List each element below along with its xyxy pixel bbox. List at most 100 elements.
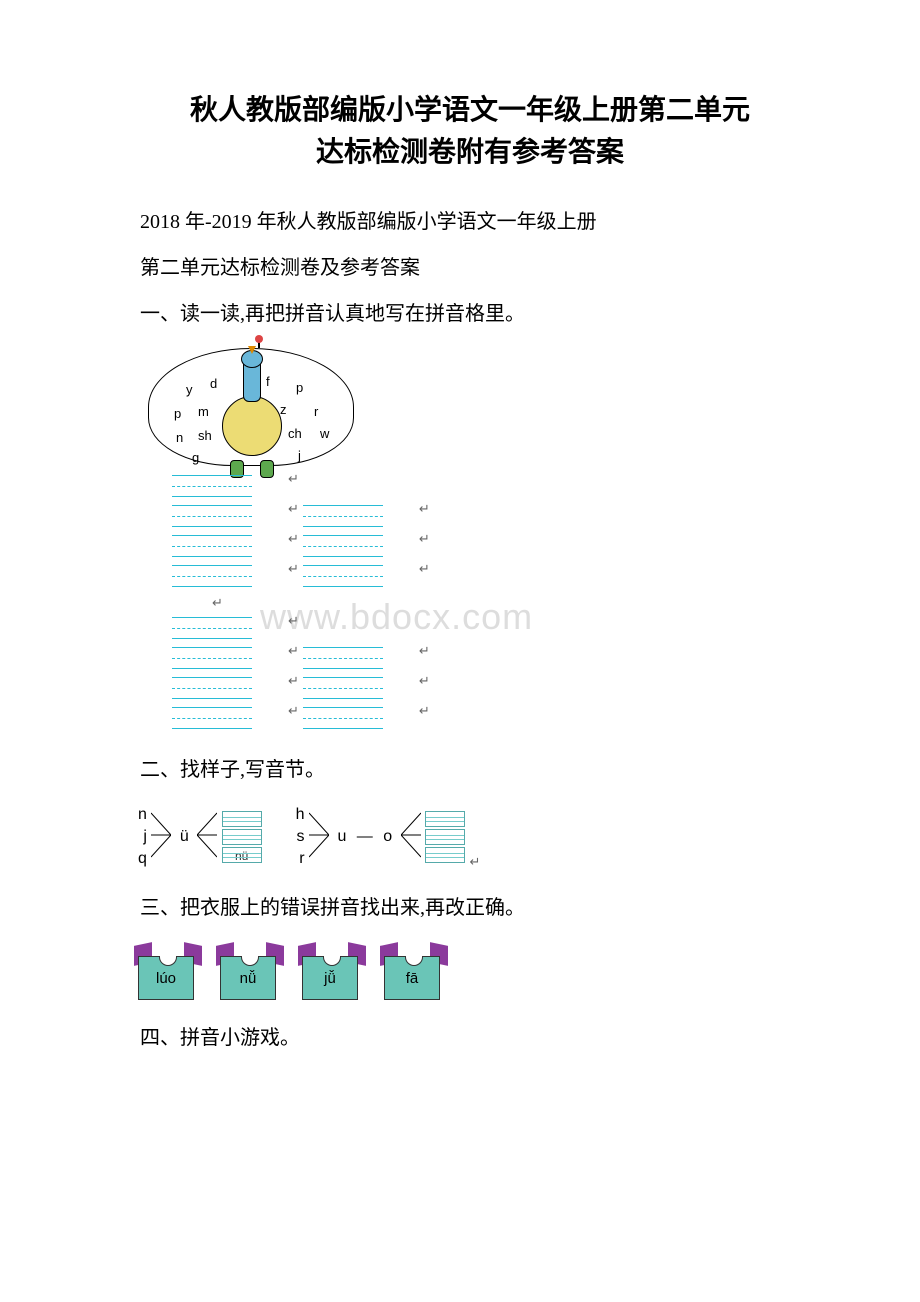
shirt-item: fā xyxy=(384,944,444,1000)
dash-icon: — xyxy=(355,828,375,846)
ex2-group-2: h s r u — o ↵ xyxy=(296,804,481,870)
return-mark-icon: ↵ xyxy=(419,501,430,517)
shirt-body: fā xyxy=(384,956,440,1000)
fan-letter: f xyxy=(266,374,270,389)
peacock-illustration: y d f p p m z r nsh ch w g j xyxy=(148,346,358,476)
shirt-neck-icon xyxy=(159,956,177,966)
fan-letter: sh xyxy=(198,428,212,443)
ex2-left-letters: n j q xyxy=(138,804,147,870)
pinyin-answer-box-filled: nü xyxy=(222,847,262,863)
pinyin-answer-box xyxy=(222,829,262,845)
ex2-group-1: n j q ü nü xyxy=(138,804,262,870)
return-mark-icon: ↵ xyxy=(419,703,430,719)
pinyin-answer-box xyxy=(425,829,465,845)
return-mark-icon: ↵ xyxy=(470,854,481,870)
title-line-2: 达标检测卷附有参考答案 xyxy=(100,132,840,174)
ex2-letter: j xyxy=(138,826,147,848)
ex2-vowel: o xyxy=(379,828,396,846)
peacock-beak-icon xyxy=(248,346,256,354)
fan-letter: j xyxy=(298,448,301,463)
ex2-letter: r xyxy=(296,848,305,870)
shirt-neck-icon xyxy=(405,956,423,966)
section-4-heading: 四、拼音小游戏。 xyxy=(100,1018,840,1058)
converge-lines-icon xyxy=(309,805,329,870)
fan-letter: z xyxy=(280,402,287,417)
diverge-lines-icon xyxy=(197,805,217,870)
peacock-foot-right xyxy=(260,460,274,478)
pinyin-writing-grid: ↵ ↵ ↵ ↵ ↵ ↵ ↵ ↵ ↵ ↵ xyxy=(172,470,840,732)
pinyin-cell xyxy=(172,647,252,669)
shirt-label: jǚ xyxy=(324,970,336,987)
pinyin-cell xyxy=(172,505,252,527)
shirt-label: nǚ xyxy=(240,970,257,987)
pinyin-cell xyxy=(172,535,252,557)
section-2-heading: 二、找样子,写音节。 xyxy=(100,750,840,790)
pinyin-cell xyxy=(303,647,383,669)
peacock-body xyxy=(222,396,282,456)
ex2-left-letters: h s r xyxy=(296,804,305,870)
converge-lines-icon xyxy=(151,805,171,870)
fan-letter: ch xyxy=(288,426,302,441)
pinyin-answer-box xyxy=(425,811,465,827)
paragraph-2: 第二单元达标检测卷及参考答案 xyxy=(100,248,840,288)
figure-peacock: y d f p p m z r nsh ch w g j ↵ ↵ ↵ ↵ ↵ ↵ ↵ ↵ xyxy=(148,346,840,732)
shirt-neck-icon xyxy=(323,956,341,966)
return-mark-icon: ↵ xyxy=(288,703,299,719)
fan-letter: m xyxy=(198,404,209,419)
pinyin-cell xyxy=(172,677,252,699)
return-mark-icon: ↵ xyxy=(419,561,430,577)
exercise-2-figure: n j q ü nü h s r u — o xyxy=(138,804,840,870)
return-mark-icon: ↵ xyxy=(288,613,299,629)
section-1-heading: 一、读一读,再把拼音认真地写在拼音格里。 xyxy=(100,294,840,334)
section-3-heading: 三、把衣服上的错误拼音找出来,再改正确。 xyxy=(100,888,840,928)
pinyin-cell xyxy=(172,707,252,729)
fan-letter: w xyxy=(320,426,329,441)
return-mark-icon: ↵ xyxy=(288,643,299,659)
pinyin-cell xyxy=(172,617,252,639)
title-line-1: 秋人教版部编版小学语文一年级上册第二单元 xyxy=(100,90,840,132)
pinyin-answer-box xyxy=(425,847,465,863)
shirt-body: jǚ xyxy=(302,956,358,1000)
fan-letter: y xyxy=(186,382,193,397)
shirt-body: nǚ xyxy=(220,956,276,1000)
document-title: 秋人教版部编版小学语文一年级上册第二单元 达标检测卷附有参考答案 xyxy=(100,90,840,174)
return-mark-icon: ↵ xyxy=(288,501,299,517)
shirt-label: fā xyxy=(406,970,419,987)
ex2-vowel: u xyxy=(333,828,350,846)
shirt-item: nǚ xyxy=(220,944,280,1000)
ex2-answer-boxes: nü xyxy=(222,809,262,865)
return-mark-icon: ↵ xyxy=(288,561,299,577)
pinyin-cell xyxy=(172,475,252,497)
return-mark-icon: ↵ xyxy=(419,673,430,689)
fan-letter: p xyxy=(174,406,181,421)
return-mark-icon: ↵ xyxy=(288,531,299,547)
shirt-item: jǚ xyxy=(302,944,362,1000)
paragraph-1: 2018 年-2019 年秋人教版部编版小学语文一年级上册 xyxy=(100,202,840,242)
ex2-letter: h xyxy=(296,804,305,826)
shirt-item: lúo xyxy=(138,944,198,1000)
pinyin-cell xyxy=(303,535,383,557)
pinyin-cell xyxy=(303,505,383,527)
shirt-body: lúo xyxy=(138,956,194,1000)
ex2-letter: n xyxy=(138,804,147,826)
fan-letter: d xyxy=(210,376,217,391)
pinyin-answer-box xyxy=(222,811,262,827)
diverge-lines-icon xyxy=(401,805,421,870)
return-mark-icon: ↵ xyxy=(288,673,299,689)
pinyin-cell xyxy=(303,565,383,587)
return-mark-icon: ↵ xyxy=(212,595,223,611)
pinyin-cell xyxy=(303,677,383,699)
return-mark-icon: ↵ xyxy=(419,643,430,659)
return-mark-icon: ↵ xyxy=(419,531,430,547)
shirt-neck-icon xyxy=(241,956,259,966)
fan-letter: n xyxy=(176,430,183,445)
ex2-vowel: ü xyxy=(176,828,193,846)
peacock-crest-icon xyxy=(258,341,260,348)
pinyin-cell xyxy=(172,565,252,587)
shirt-label: lúo xyxy=(156,970,176,987)
ex2-answer-boxes xyxy=(425,809,465,865)
fan-letter: p xyxy=(296,380,303,395)
fan-letter: g xyxy=(192,450,199,465)
exercise-3-shirts: lúo nǚ jǚ fā xyxy=(138,944,840,1000)
fan-letter: r xyxy=(314,404,318,419)
